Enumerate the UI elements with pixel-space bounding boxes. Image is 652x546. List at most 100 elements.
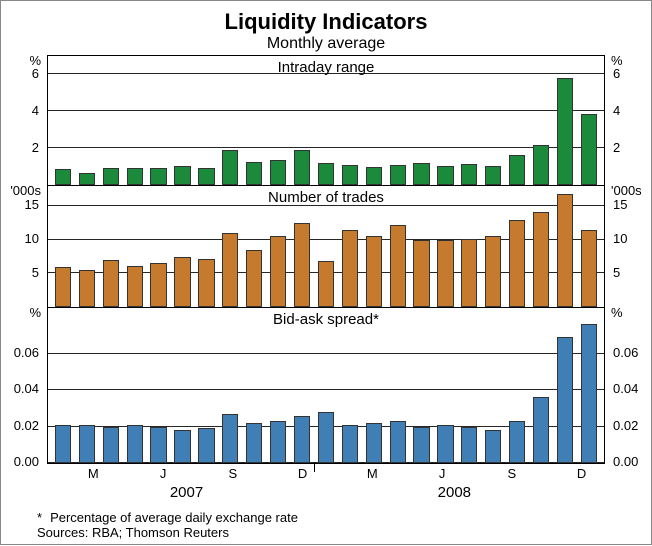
- bar: [270, 236, 286, 307]
- bar: [581, 324, 597, 463]
- bar: [79, 270, 95, 307]
- bar: [557, 78, 573, 185]
- x-tick-month: J: [160, 466, 167, 481]
- panel-intraday: Intraday range: [48, 56, 604, 186]
- bar: [413, 427, 429, 463]
- bar: [485, 236, 501, 307]
- bar: [390, 225, 406, 307]
- x-year-divider: [314, 464, 315, 472]
- y-tick-left: 15: [1, 197, 39, 212]
- bar-slot: [314, 308, 338, 463]
- y-tick-right: 0.04: [613, 381, 651, 396]
- y-tick-right: 5: [613, 265, 651, 280]
- bar: [509, 155, 525, 185]
- x-axis: M J S D M J S D 2007 2008: [47, 464, 605, 508]
- bar: [509, 421, 525, 463]
- bar: [222, 414, 238, 463]
- panel-trades: Number of trades: [48, 186, 604, 308]
- bar-slot: [457, 308, 481, 463]
- bar-slot: [553, 308, 577, 463]
- x-tick-month: J: [439, 466, 446, 481]
- bar: [342, 425, 358, 463]
- x-year-label: 2008: [438, 484, 471, 501]
- bar: [246, 162, 262, 185]
- footnote: * Percentage of average daily exchange r…: [37, 510, 645, 525]
- bar: [366, 167, 382, 185]
- y-tick-left: 6: [1, 66, 39, 81]
- bar-slot: [386, 308, 410, 463]
- bar: [318, 412, 334, 463]
- panel-bidask: Bid-ask spread*: [48, 308, 604, 463]
- bar-slot: [99, 308, 123, 463]
- bar: [222, 150, 238, 185]
- chart-subtitle: Monthly average: [7, 35, 645, 53]
- bar-slot: [481, 308, 505, 463]
- y-tick-right: 15: [613, 197, 651, 212]
- bar: [246, 250, 262, 307]
- bar: [437, 425, 453, 463]
- bar: [533, 397, 549, 463]
- x-tick-month: D: [298, 466, 307, 481]
- bar: [318, 163, 334, 185]
- bar: [366, 236, 382, 307]
- bar-slot: [529, 308, 553, 463]
- bar: [127, 266, 143, 307]
- y-tick-left: 0.02: [1, 418, 39, 433]
- bar: [294, 416, 310, 463]
- bar: [174, 257, 190, 307]
- y-tick-left: 0.06: [1, 345, 39, 360]
- bar-slot: [362, 308, 386, 463]
- bar-slot: [51, 308, 75, 463]
- bar: [150, 168, 166, 186]
- bar-slot: [194, 308, 218, 463]
- footnote-text: Percentage of average daily exchange rat…: [50, 510, 298, 525]
- bar: [103, 427, 119, 463]
- x-tick-month: S: [228, 466, 237, 481]
- bar: [485, 430, 501, 463]
- x-tick-month: M: [367, 466, 378, 481]
- unit-left: %: [1, 305, 41, 320]
- bar: [342, 230, 358, 307]
- unit-left: '000s: [1, 183, 41, 198]
- bar: [127, 168, 143, 186]
- bar: [198, 259, 214, 307]
- bar: [533, 145, 549, 185]
- bar: [55, 425, 71, 463]
- bar: [413, 240, 429, 307]
- bar-slot: [242, 308, 266, 463]
- chart-container: Liquidity Indicators Monthly average Int…: [0, 0, 652, 545]
- y-tick-left: 2: [1, 140, 39, 155]
- bar-slot: [266, 308, 290, 463]
- bar-slot: [577, 308, 601, 463]
- x-tick-month: M: [88, 466, 99, 481]
- y-tick-right: 6: [613, 66, 651, 81]
- y-tick-right: 2: [613, 140, 651, 155]
- bar: [55, 169, 71, 185]
- bar: [366, 423, 382, 463]
- bar: [437, 166, 453, 185]
- bar: [461, 239, 477, 307]
- bar: [581, 114, 597, 185]
- bar: [79, 425, 95, 463]
- panel-title: Bid-ask spread*: [48, 311, 604, 328]
- sources-label: Sources:: [37, 525, 88, 540]
- x-tick-month: D: [577, 466, 586, 481]
- unit-right: %: [611, 305, 651, 320]
- bar-slot: [171, 308, 195, 463]
- y-tick-left: 10: [1, 231, 39, 246]
- footnote-marker: *: [37, 510, 42, 525]
- y-tick-left: 0.04: [1, 381, 39, 396]
- unit-right: '000s: [611, 183, 651, 198]
- bar: [246, 423, 262, 463]
- x-tick-month: S: [507, 466, 516, 481]
- bar: [461, 164, 477, 185]
- bar: [390, 421, 406, 463]
- bar: [437, 240, 453, 307]
- y-tick-left: 5: [1, 265, 39, 280]
- bar: [79, 173, 95, 185]
- chart-title: Liquidity Indicators: [7, 9, 645, 35]
- x-year-label: 2007: [170, 484, 203, 501]
- bar-slot: [123, 308, 147, 463]
- bar: [174, 166, 190, 185]
- bar-slot: [434, 308, 458, 463]
